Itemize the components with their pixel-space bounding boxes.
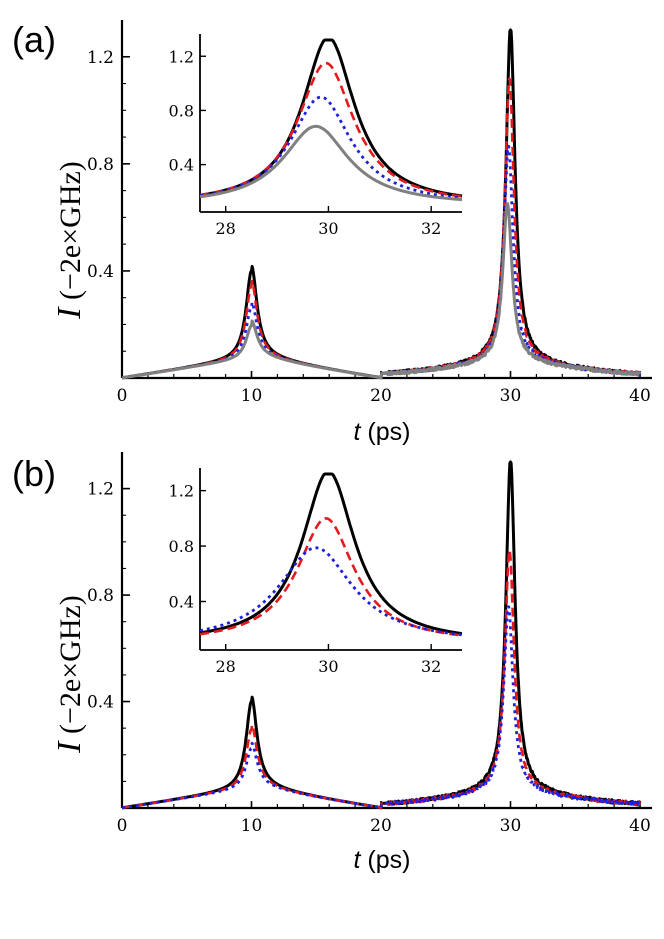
inset-x-tick-label: 28 (216, 219, 236, 238)
inset-series-line-2 (199, 546, 463, 637)
series-line-3 (121, 202, 642, 380)
x-tick-label: 30 (500, 816, 522, 836)
inset-x-tick-label: 32 (421, 219, 441, 238)
inset-y-tick-label: 0.4 (169, 592, 194, 611)
inset-series-line-1 (199, 61, 463, 198)
x-tick-label: 20 (370, 386, 392, 406)
inset-y-tick-label: 1.2 (169, 482, 194, 501)
panel-a: (a) I (−2e×GHz) t (ps) 0 10 20 30 40 0.4 0.8 1.… (12, 19, 652, 446)
panel-a-label: (a) (12, 19, 56, 60)
panel-b-ylabel: I (−2e×GHz) (51, 595, 88, 754)
inset-x-tick-label: 28 (216, 657, 236, 676)
panel-b-label: (b) (12, 453, 56, 494)
series-line-2 (121, 144, 642, 380)
inset: 28 30 32 0.4 0.8 1.2 (169, 34, 463, 238)
y-tick-label: 0.4 (87, 262, 114, 282)
panel-b-xlabel: t (ps) (354, 846, 411, 874)
panel-a-ylabel: I (−2e×GHz) (51, 161, 88, 320)
panel-b: (b) I (−2e×GHz) t (ps) 0 10 20 30 40 0.4 0.8 1.… (12, 452, 652, 874)
inset-x-tick-label: 30 (318, 219, 338, 238)
x-tick-label: 10 (241, 386, 263, 406)
x-tick-label: 10 (241, 816, 263, 836)
x-tick-label: 0 (117, 816, 128, 836)
inset-series-line-1 (199, 517, 463, 637)
y-tick-label: 0.8 (87, 155, 114, 175)
inset-x-tick-label: 32 (421, 657, 441, 676)
series-line-2 (121, 605, 641, 810)
x-tick-label: 40 (629, 816, 651, 836)
inset: 28 30 32 0.4 0.8 1.2 (169, 468, 463, 676)
inset-x-tick-label: 30 (318, 657, 338, 676)
y-tick-label: 1.2 (87, 48, 114, 68)
inset-y-tick-label: 1.2 (169, 47, 194, 66)
y-tick-label: 0.8 (87, 586, 114, 606)
panel-a-xlabel: t (ps) (354, 418, 411, 446)
x-tick-label: 0 (117, 386, 128, 406)
y-tick-label: 1.2 (87, 480, 114, 500)
y-tick-label: 0.4 (87, 693, 114, 713)
inset-series-line-0 (199, 472, 463, 636)
x-tick-label: 30 (500, 386, 522, 406)
inset-y-tick-label: 0.8 (169, 537, 194, 556)
inset-series-line-3 (199, 124, 463, 202)
x-tick-label: 40 (629, 386, 651, 406)
inset-series-line-2 (199, 95, 463, 200)
inset-y-tick-label: 0.8 (169, 101, 194, 120)
x-tick-label: 20 (370, 816, 392, 836)
inset-y-tick-label: 0.4 (169, 156, 194, 175)
